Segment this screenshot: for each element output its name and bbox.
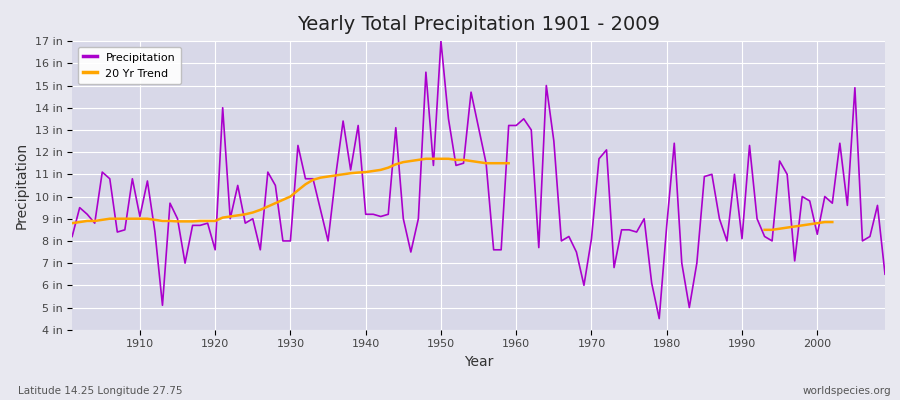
20 Yr Trend <box>67 221 77 226</box>
20 Yr Trend <box>112 216 122 221</box>
Precipitation <box>511 123 522 128</box>
Precipitation <box>338 119 348 124</box>
20 Yr Trend <box>420 156 431 161</box>
Line: Precipitation: Precipitation <box>72 41 885 319</box>
Precipitation <box>879 272 890 277</box>
Title: Yearly Total Precipitation 1901 - 2009: Yearly Total Precipitation 1901 - 2009 <box>297 15 660 34</box>
20 Yr Trend <box>503 161 514 166</box>
20 Yr Trend <box>180 219 191 224</box>
20 Yr Trend <box>134 216 145 221</box>
Legend: Precipitation, 20 Yr Trend: Precipitation, 20 Yr Trend <box>77 47 181 84</box>
Precipitation <box>653 316 664 321</box>
Precipitation <box>518 116 529 121</box>
Y-axis label: Precipitation: Precipitation <box>15 142 29 229</box>
20 Yr Trend <box>382 165 393 170</box>
Precipitation <box>292 143 303 148</box>
Text: worldspecies.org: worldspecies.org <box>803 386 891 396</box>
Line: 20 Yr Trend: 20 Yr Trend <box>72 159 508 223</box>
X-axis label: Year: Year <box>464 355 493 369</box>
20 Yr Trend <box>292 188 303 193</box>
Precipitation <box>127 176 138 181</box>
Precipitation <box>67 234 77 239</box>
Text: Latitude 14.25 Longitude 27.75: Latitude 14.25 Longitude 27.75 <box>18 386 183 396</box>
Precipitation <box>436 39 446 44</box>
Precipitation <box>608 265 619 270</box>
20 Yr Trend <box>82 218 93 223</box>
